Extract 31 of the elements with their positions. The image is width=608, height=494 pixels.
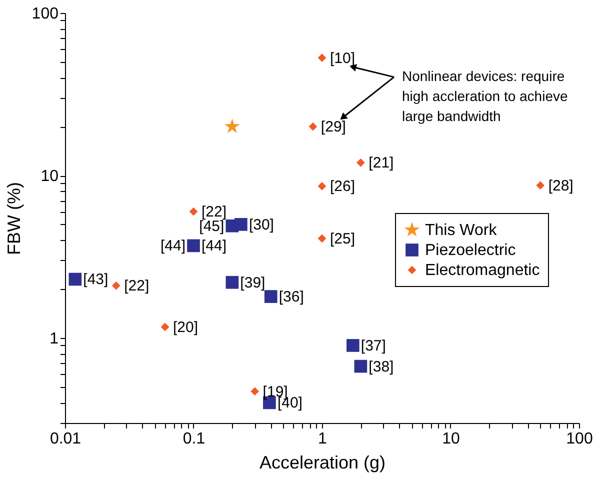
- annotation: [43]: [83, 271, 108, 288]
- y-axis-title: FBW (%): [4, 182, 24, 255]
- annotation: [22]: [202, 204, 227, 221]
- y-tick-label: 100: [32, 6, 59, 22]
- annotation: [36]: [278, 288, 304, 306]
- x-tick-label: 0.1: [182, 430, 206, 448]
- annotation: [37]: [360, 337, 386, 354]
- y-tick-label: 1: [50, 330, 59, 348]
- annotation: [21]: [368, 154, 394, 172]
- x-tick-label: 0.01: [50, 430, 82, 448]
- annotation: [44]: [160, 238, 186, 255]
- annotation: [25]: [330, 230, 356, 248]
- annotation: [39]: [240, 274, 266, 292]
- x-tick-label: 10: [442, 430, 460, 448]
- x-tick-label: 1: [318, 430, 328, 448]
- y-tick-label: 10: [40, 168, 59, 186]
- annotation: [28]: [548, 177, 574, 194]
- x-tick-label: 100: [566, 430, 593, 448]
- annotation: [10]: [330, 50, 356, 67]
- annotation: [29]: [320, 118, 346, 136]
- annotation: [38]: [368, 358, 394, 376]
- annotation: [44]: [202, 238, 227, 255]
- annotation: Nonlinear devices: require high accleration to achieve large bandwidth: [402, 68, 568, 124]
- annotation: [20]: [172, 318, 198, 336]
- x-axis-title: Acceleration (g): [259, 452, 386, 472]
- legend-label: Piezoelectric: [425, 242, 516, 259]
- annotation: [30]: [248, 216, 274, 234]
- annotation: [22]: [124, 278, 150, 295]
- annotation: [26]: [330, 178, 356, 196]
- legend-label: This Work: [425, 222, 498, 239]
- legend-label: Electromagnetic: [425, 262, 540, 279]
